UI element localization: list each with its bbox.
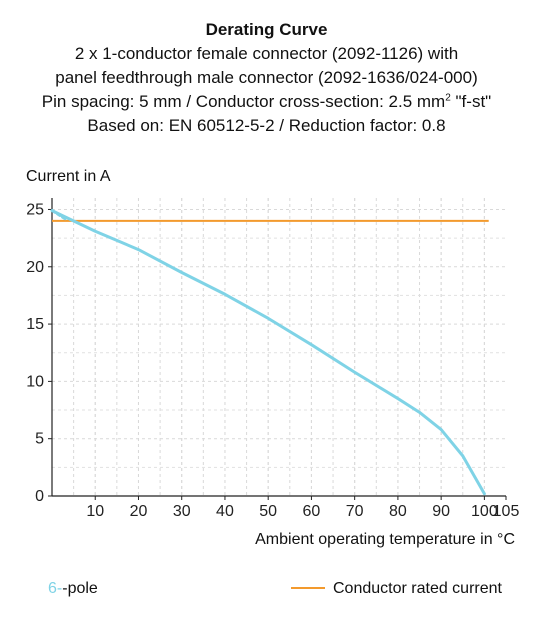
- legend-conductor-rated-current-label: Conductor rated current: [333, 580, 502, 597]
- chart-subtitle-line-3: Pin spacing: 5 mm / Conductor cross-sect…: [0, 90, 533, 114]
- x-tick-label: 20: [130, 503, 148, 520]
- x-tick-label: 40: [216, 503, 234, 520]
- y-tick-label: 10: [26, 373, 44, 390]
- x-tick-label: 60: [303, 503, 321, 520]
- legend-item-6-pole: 6 --pole: [48, 580, 98, 598]
- x-tick-label: 100: [471, 503, 498, 520]
- x-tick-label: 30: [173, 503, 191, 520]
- y-tick-label: 5: [35, 431, 44, 448]
- chart-subtitle-line-2: panel feedthrough male connector (2092-1…: [55, 68, 478, 87]
- legend-orange-line-icon: [291, 587, 325, 589]
- y-tick-label: 0: [35, 488, 44, 505]
- y-tick-label: 15: [26, 316, 44, 333]
- chart-title: Derating Curve: [205, 20, 328, 39]
- chart-subtitle-line-3-text: Pin spacing: 5 mm / Conductor cross-sect…: [41, 92, 446, 111]
- x-axis-label: Ambient operating temperature in °C: [255, 531, 515, 548]
- axes-layer: [51, 198, 506, 497]
- y-axis-label: Current in A: [26, 168, 111, 185]
- x-tick-label: 80: [389, 503, 407, 520]
- chart-subtitle-line-3-suffix: "f-st": [450, 92, 492, 111]
- chart-subtitle-line-1: 2 x 1-conductor female connector (2092-1…: [74, 44, 459, 63]
- grid-layer: [52, 198, 506, 496]
- legend-item-conductor-rated-current: Conductor rated current: [291, 580, 502, 598]
- chart-subtitle-superscript: 2: [445, 92, 451, 104]
- y-tick-label: 25: [26, 201, 44, 218]
- x-tick-label: 10: [86, 503, 104, 520]
- six-pole-curve-dashed-start: [50, 209, 67, 221]
- chart-title-block: Derating Curve 2 x 1-conductor female co…: [0, 18, 533, 138]
- x-tick-label: 90: [432, 503, 450, 520]
- series-layer: [50, 209, 489, 496]
- y-tick-label: 20: [26, 259, 44, 276]
- x-tick-label: 70: [346, 503, 364, 520]
- x-tick-label: 50: [259, 503, 277, 520]
- legend-pole-number: 6: [48, 580, 57, 597]
- x-tick-label: 105: [493, 503, 520, 520]
- chart-subtitle-line-4: Based on: EN 60512-5-2 / Reduction facto…: [87, 116, 446, 135]
- legend-pole-suffix: --pole: [56, 580, 98, 597]
